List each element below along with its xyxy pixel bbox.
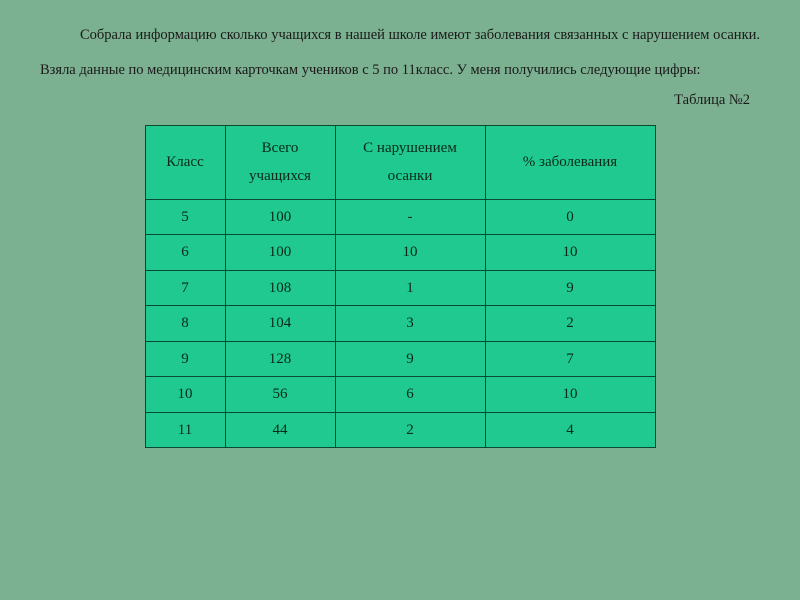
- table-header-row: Класс Всего учащихся С нарушением осанки…: [145, 125, 655, 199]
- cell-violation: 10: [335, 235, 485, 271]
- cell-total: 104: [225, 306, 335, 342]
- table-row: 9 128 9 7: [145, 341, 655, 377]
- cell-violation: 1: [335, 270, 485, 306]
- cell-total: 56: [225, 377, 335, 413]
- cell-percent: 4: [485, 412, 655, 448]
- cell-class: 6: [145, 235, 225, 271]
- table-container: Класс Всего учащихся С нарушением осанки…: [40, 125, 760, 449]
- header-percent: % заболевания: [485, 125, 655, 199]
- cell-class: 8: [145, 306, 225, 342]
- cell-percent: 10: [485, 235, 655, 271]
- posture-table: Класс Всего учащихся С нарушением осанки…: [145, 125, 656, 449]
- table-row: 6 100 10 10: [145, 235, 655, 271]
- header-violation: С нарушением осанки: [335, 125, 485, 199]
- cell-violation: 9: [335, 341, 485, 377]
- cell-violation: 6: [335, 377, 485, 413]
- header-total: Всего учащихся: [225, 125, 335, 199]
- table-row: 7 108 1 9: [145, 270, 655, 306]
- cell-percent: 9: [485, 270, 655, 306]
- cell-violation: 3: [335, 306, 485, 342]
- cell-violation: 2: [335, 412, 485, 448]
- cell-total: 100: [225, 199, 335, 235]
- cell-percent: 2: [485, 306, 655, 342]
- table-row: 10 56 6 10: [145, 377, 655, 413]
- intro-paragraph: Собрала информацию сколько учащихся в на…: [40, 18, 760, 88]
- cell-total: 128: [225, 341, 335, 377]
- header-class: Класс: [145, 125, 225, 199]
- cell-class: 9: [145, 341, 225, 377]
- cell-percent: 7: [485, 341, 655, 377]
- table-row: 5 100 - 0: [145, 199, 655, 235]
- cell-total: 44: [225, 412, 335, 448]
- table-caption: Таблица №2: [40, 92, 760, 109]
- cell-class: 11: [145, 412, 225, 448]
- table-row: 11 44 2 4: [145, 412, 655, 448]
- table-row: 8 104 3 2: [145, 306, 655, 342]
- cell-total: 108: [225, 270, 335, 306]
- cell-total: 100: [225, 235, 335, 271]
- cell-percent: 10: [485, 377, 655, 413]
- cell-class: 7: [145, 270, 225, 306]
- cell-class: 10: [145, 377, 225, 413]
- cell-violation: -: [335, 199, 485, 235]
- cell-percent: 0: [485, 199, 655, 235]
- cell-class: 5: [145, 199, 225, 235]
